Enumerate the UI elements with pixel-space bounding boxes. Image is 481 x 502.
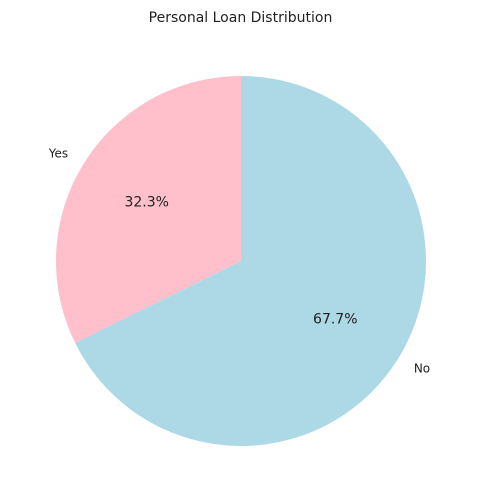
pie-pct-label-no: 67.7%: [313, 312, 357, 328]
pie-category-label-yes: Yes: [48, 147, 68, 161]
pie-pct-label-yes: 32.3%: [124, 194, 168, 210]
pie-slices: [56, 76, 426, 446]
chart-title: Personal Loan Distribution: [149, 10, 333, 26]
pie-category-label-no: No: [414, 361, 430, 375]
